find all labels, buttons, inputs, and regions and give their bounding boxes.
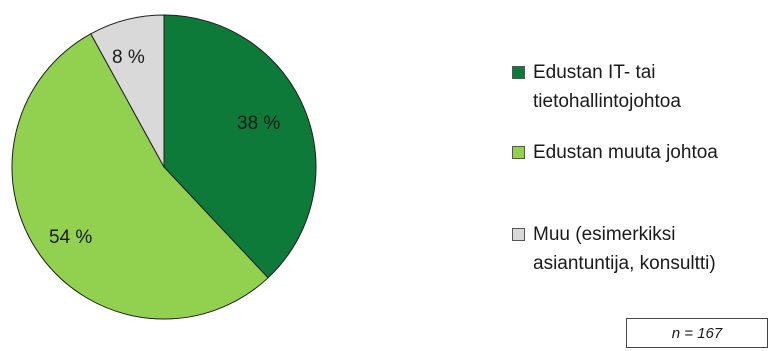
slice-label-other: 8 %: [112, 47, 145, 68]
slice-label-it-management: 38 %: [237, 113, 281, 134]
legend-swatch-other: [512, 228, 525, 241]
legend-swatch-other-management: [512, 146, 525, 159]
pie-slice-other-management: [11, 33, 269, 320]
slice-label-other-management: 54 %: [49, 227, 93, 248]
legend-label-other-line-2: asiantuntija, konsultti): [533, 253, 716, 274]
legend-swatch-it-management: [512, 66, 525, 79]
legend-item-other-management: Edustan muuta johtoa: [512, 138, 718, 167]
pie-slice-other: [90, 14, 165, 168]
legend-item-other: Muu (esimerkiksi asiantuntija, konsultti…: [512, 220, 716, 278]
legend-label-it-management-line-1: Edustan IT- tai: [533, 62, 656, 83]
pie-slice-it-management: [163, 14, 317, 279]
legend-label-other-management: Edustan muuta johtoa: [533, 142, 718, 163]
sample-size-note: n = 167: [626, 318, 768, 348]
legend-label-it-management-line-2: tietohallintojohtoa: [533, 91, 681, 112]
legend-label-other-line-1: Muu (esimerkiksi: [533, 224, 676, 245]
legend-item-it-management: Edustan IT- tai tietohallintojohtoa: [512, 58, 681, 116]
